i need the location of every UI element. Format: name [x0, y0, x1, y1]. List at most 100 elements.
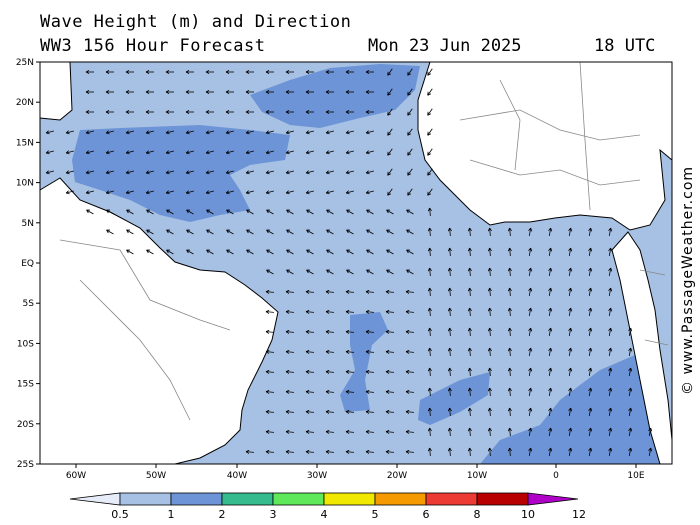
wave-arrow: [366, 249, 374, 255]
lat-label: 25N: [16, 58, 34, 68]
wave-arrow: [588, 327, 593, 337]
wave-arrow: [165, 150, 174, 155]
wave-arrow: [548, 407, 553, 417]
colorbar-segment: [476, 492, 529, 506]
wave-arrow: [568, 367, 573, 377]
wave-arrow: [125, 109, 134, 115]
wave-arrow: [427, 188, 433, 196]
wave-arrow: [45, 130, 54, 135]
lon-label: 40W: [227, 471, 247, 481]
wave-arrow: [45, 150, 54, 155]
wave-arrow: [608, 427, 613, 437]
wave-arrow: [325, 289, 335, 294]
wave-arrow: [345, 130, 354, 135]
wave-arrow: [226, 229, 234, 235]
wave-arrow: [628, 367, 633, 377]
wave-arrow: [405, 409, 415, 414]
wave-arrow: [345, 170, 354, 175]
wave-arrow: [286, 229, 294, 235]
colorbar-label: 3: [270, 508, 277, 521]
wave-arrow: [366, 209, 374, 215]
wave-arrow: [427, 108, 433, 116]
colorbar-low-arrow: [69, 492, 121, 506]
wave-arrow: [185, 109, 194, 115]
wave-arrow: [325, 429, 335, 434]
wave-arrow: [306, 229, 314, 235]
wave-arrow: [447, 407, 452, 417]
wave-arrow: [548, 427, 553, 437]
wave-arrow: [245, 150, 254, 155]
wave-arrow: [528, 427, 533, 437]
wave-arrow: [487, 327, 492, 337]
wave-arrow: [306, 269, 314, 275]
wave-arrow: [186, 209, 194, 215]
wave-arrow: [427, 327, 432, 337]
wave-arrow: [447, 387, 452, 397]
wave-arrow: [528, 307, 533, 317]
wave-arrow: [588, 287, 593, 297]
wave-arrow: [145, 109, 154, 115]
wave-arrow: [326, 229, 334, 235]
wave-arrow: [507, 427, 512, 437]
wave-arrow: [568, 227, 573, 237]
map-title: Wave Height (m) and Direction: [40, 12, 352, 32]
wave-arrow: [407, 168, 413, 176]
wave-arrow: [345, 150, 354, 155]
lat-label: 10S: [17, 339, 34, 349]
wave-arrow: [487, 347, 492, 357]
wave-arrow: [225, 89, 234, 95]
wave-arrow: [285, 289, 295, 294]
lat-label: 10N: [16, 179, 34, 189]
wave-arrow: [467, 287, 472, 297]
wave-arrow: [85, 69, 94, 75]
colorbar-segment: [221, 492, 274, 506]
wave-arrow: [608, 267, 613, 277]
wave-arrow: [568, 267, 573, 277]
wave-arrow: [86, 209, 94, 215]
wave-arrow: [65, 130, 74, 135]
wave-arrow: [568, 347, 573, 357]
wave-arrow: [105, 89, 114, 95]
wave-arrow: [245, 449, 255, 454]
wave-arrow: [427, 287, 432, 297]
wave-arrow: [266, 269, 274, 275]
colorbar-segment: [170, 492, 223, 506]
wave-arrow: [588, 387, 593, 397]
wave-arrow: [385, 449, 395, 454]
wave-arrow: [407, 108, 413, 116]
wave-arrow: [385, 409, 395, 414]
wave-arrow: [206, 229, 214, 235]
wave-arrow: [365, 130, 374, 135]
wave-arrow: [165, 69, 174, 75]
wave-arrow: [345, 89, 354, 95]
wave-arrow: [305, 429, 315, 434]
wave-arrow: [387, 148, 393, 156]
wave-arrow: [265, 69, 274, 75]
wave-arrow: [146, 229, 154, 235]
wave-arrow: [507, 267, 512, 277]
wave-arrow: [285, 349, 295, 354]
wave-arrow: [345, 429, 355, 434]
wave-arrow: [225, 69, 234, 75]
wave-arrow: [588, 447, 593, 457]
wave-arrow: [225, 150, 234, 155]
wave-arrow: [165, 170, 174, 175]
wave-arrow: [405, 389, 415, 394]
wave-arrow: [507, 327, 512, 337]
wave-arrow: [345, 190, 354, 195]
colorbar-label: 10: [521, 508, 535, 521]
wave-arrow: [387, 188, 393, 196]
wave-arrow: [305, 170, 314, 175]
colorbar-segment: [272, 492, 325, 506]
wave-arrow: [286, 269, 294, 275]
wave-arrow: [325, 89, 334, 95]
wave-arrow: [386, 209, 394, 215]
wave-arrow: [366, 229, 374, 235]
colorbar-label: 1: [168, 508, 175, 521]
colorbar-label: 2: [219, 508, 226, 521]
lon-label: 50W: [146, 471, 166, 481]
lat-label: 20S: [17, 420, 34, 430]
wave-arrow: [387, 68, 393, 76]
wave-arrow: [226, 249, 234, 255]
colorbar-label: 12: [572, 508, 586, 521]
